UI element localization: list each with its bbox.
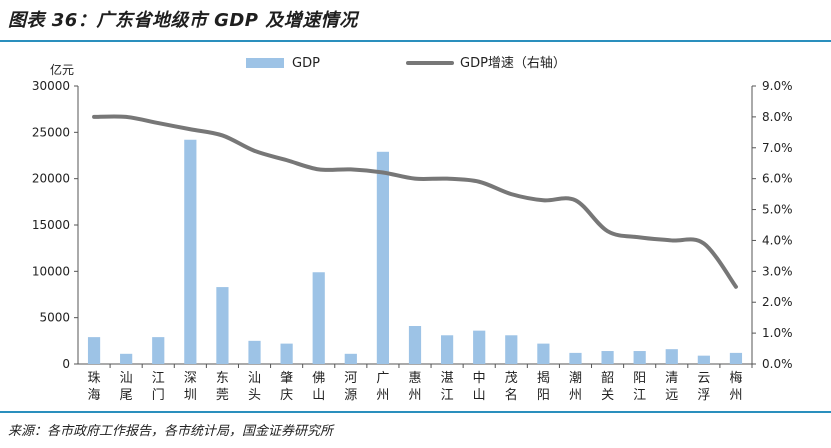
x-tick-label: 惠州 — [408, 371, 421, 403]
x-tick-label: 潮州 — [569, 371, 582, 403]
gdp-bar — [216, 287, 229, 364]
right-tick-label: 5.0% — [762, 203, 793, 217]
x-tick-label: 云浮 — [697, 371, 710, 403]
gdp-bar — [152, 337, 165, 364]
x-tick-label: 汕头 — [248, 371, 261, 403]
legend-swatch-gdp — [246, 58, 284, 68]
left-tick-label: 25000 — [32, 125, 70, 139]
right-tick-label: 0.0% — [762, 357, 793, 371]
gdp-bar — [184, 139, 197, 364]
x-tick-label: 东莞 — [216, 371, 229, 403]
legend-label-growth: GDP增速（右轴） — [460, 56, 566, 71]
left-tick-label: 30000 — [32, 79, 70, 93]
right-tick-label: 1.0% — [762, 326, 793, 340]
gdp-growth-line — [92, 114, 738, 289]
gdp-bar — [87, 337, 101, 364]
gdp-bar — [408, 326, 422, 364]
legend-label-gdp: GDP — [292, 56, 320, 71]
title-rule — [0, 40, 831, 42]
gdp-bar — [312, 272, 325, 364]
x-tick-label: 肇庆 — [280, 371, 293, 403]
x-tick-label: 汕尾 — [120, 371, 133, 403]
x-tick-label: 深圳 — [184, 371, 197, 403]
left-tick-label: 0 — [62, 357, 70, 371]
x-tick-label: 韶关 — [601, 370, 614, 403]
gdp-bar — [665, 349, 678, 364]
left-tick-label: 20000 — [32, 172, 70, 186]
right-tick-label: 8.0% — [762, 110, 793, 124]
x-tick-label: 珠海 — [88, 371, 101, 403]
right-tick-label: 3.0% — [762, 264, 793, 278]
x-tick-label: 江门 — [152, 371, 165, 403]
x-tick-label: 清远 — [665, 371, 678, 403]
left-tick-label: 15000 — [32, 218, 70, 232]
gdp-bar — [537, 343, 550, 364]
x-tick-label: 茂名 — [505, 371, 518, 403]
x-tick-label: 湛江 — [441, 371, 454, 403]
gdp-bar — [473, 330, 486, 364]
x-tick-label: 佛山 — [312, 371, 325, 403]
x-tick-label: 河源 — [344, 371, 357, 403]
right-tick-label: 9.0% — [762, 79, 793, 93]
x-tick-label: 广州 — [376, 371, 389, 403]
left-axis-unit: 亿元 — [50, 62, 74, 77]
x-tick-label: 阳江 — [633, 371, 646, 403]
gdp-bar — [440, 335, 454, 364]
right-tick-label: 7.0% — [762, 141, 793, 155]
right-tick-label: 6.0% — [762, 172, 793, 186]
gdp-chart: 0 5000 10000 15000 20000 25000 30000 亿元 0.0% 1.0%… — [32, 56, 793, 403]
source-rule — [0, 411, 831, 413]
figure-title: 图表 36：广东省地级市 GDP 及增速情况 — [8, 10, 358, 31]
gdp-bar — [697, 355, 710, 364]
right-tick-label: 4.0% — [762, 233, 793, 247]
gdp-bar — [376, 151, 390, 364]
x-tick-label: 梅州 — [729, 371, 742, 403]
gdp-bar — [633, 351, 646, 364]
right-tick-label: 2.0% — [762, 295, 793, 309]
gdp-bar — [248, 340, 261, 364]
left-tick-label: 5000 — [39, 311, 70, 325]
source-note: 来源：各市政府工作报告，各市统计局，国金证券研究所 — [8, 424, 334, 439]
gdp-bar — [505, 335, 518, 364]
gdp-bar — [729, 352, 743, 364]
x-tick-label: 揭阳 — [537, 371, 550, 403]
gdp-bar — [120, 353, 133, 364]
left-tick-label: 10000 — [32, 264, 70, 278]
gdp-bar — [601, 351, 614, 364]
gdp-bar — [344, 353, 357, 364]
gdp-bar — [280, 343, 293, 364]
x-tick-label: 中山 — [473, 371, 486, 403]
gdp-bar — [569, 352, 582, 364]
